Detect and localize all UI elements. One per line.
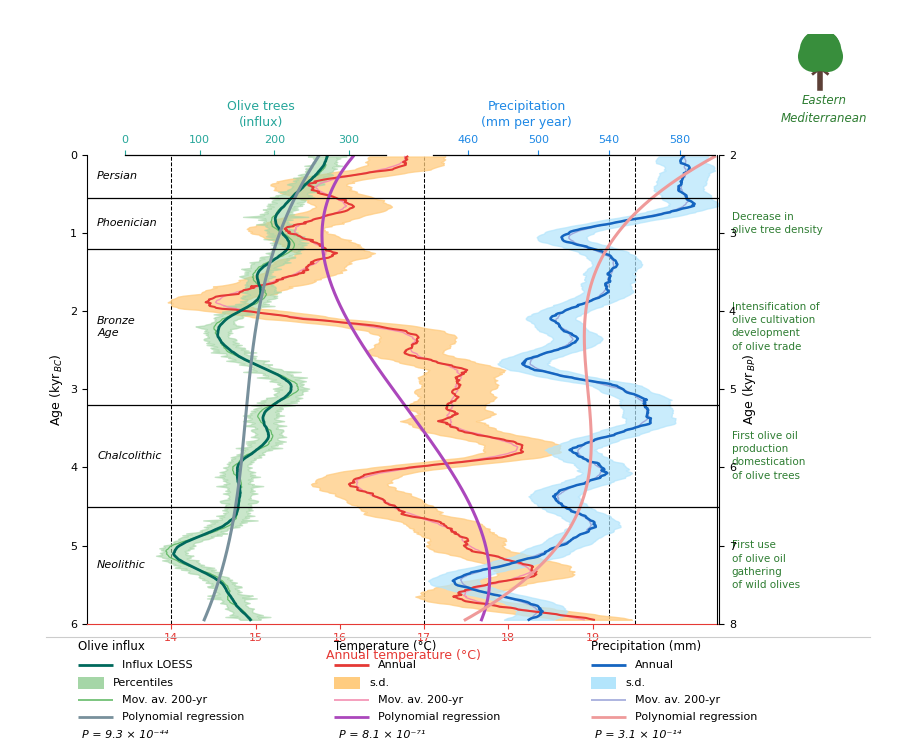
Text: Polynomial regression: Polynomial regression <box>122 712 245 723</box>
Text: s.d.: s.d. <box>626 677 646 688</box>
Text: Mov. av. 200-yr: Mov. av. 200-yr <box>378 695 463 705</box>
Text: P = 3.1 × 10⁻¹⁴: P = 3.1 × 10⁻¹⁴ <box>595 730 682 740</box>
Text: Polynomial regression: Polynomial regression <box>635 712 758 723</box>
Text: Percentiles: Percentiles <box>113 677 174 688</box>
Text: Intensification of
olive cultivation
development
of olive trade: Intensification of olive cultivation dev… <box>732 302 819 352</box>
Text: Olive trees
(influx): Olive trees (influx) <box>227 100 295 129</box>
Point <box>820 50 834 62</box>
Text: Neolithic: Neolithic <box>97 560 146 570</box>
Point <box>808 39 823 51</box>
Text: First use
of olive oil
gathering
of wild olives: First use of olive oil gathering of wild… <box>732 541 800 590</box>
Point <box>818 39 833 51</box>
Text: Polynomial regression: Polynomial regression <box>378 712 501 723</box>
Text: Eastern
Mediterranean: Eastern Mediterranean <box>781 94 867 125</box>
Text: s.d.: s.d. <box>369 677 389 688</box>
Text: Annual: Annual <box>378 660 418 671</box>
Text: Influx LOESS: Influx LOESS <box>122 660 192 671</box>
Text: P = 8.1 × 10⁻⁷¹: P = 8.1 × 10⁻⁷¹ <box>339 730 425 740</box>
Text: Phoenician: Phoenician <box>97 218 158 228</box>
Text: Precipitation (mm): Precipitation (mm) <box>591 640 701 653</box>
Text: P = 9.3 × 10⁻⁴⁴: P = 9.3 × 10⁻⁴⁴ <box>82 730 169 740</box>
Text: Decrease in
olive tree density: Decrease in olive tree density <box>732 212 823 235</box>
Text: Temperature (°C): Temperature (°C) <box>334 640 437 653</box>
Y-axis label: Age (kyr$_{\,BC}$): Age (kyr$_{\,BC}$) <box>48 353 65 426</box>
Point <box>813 35 828 47</box>
Point <box>813 44 828 56</box>
Text: Persian: Persian <box>97 172 138 181</box>
Point <box>806 50 821 62</box>
Text: First olive oil
production
domestication
of olive trees: First olive oil production domestication… <box>732 431 806 481</box>
Text: Mov. av. 200-yr: Mov. av. 200-yr <box>122 695 207 705</box>
Y-axis label: Age (kyr$_{\,BP}$): Age (kyr$_{\,BP}$) <box>741 354 758 425</box>
Text: Annual: Annual <box>635 660 674 671</box>
Text: Mov. av. 200-yr: Mov. av. 200-yr <box>635 695 720 705</box>
X-axis label: Annual temperature (°C): Annual temperature (°C) <box>325 649 481 662</box>
Text: Chalcolithic: Chalcolithic <box>97 451 161 460</box>
Text: Olive influx: Olive influx <box>78 640 145 653</box>
Text: Precipitation
(mm per year): Precipitation (mm per year) <box>481 100 572 129</box>
Text: Bronze
Age: Bronze Age <box>97 316 136 338</box>
